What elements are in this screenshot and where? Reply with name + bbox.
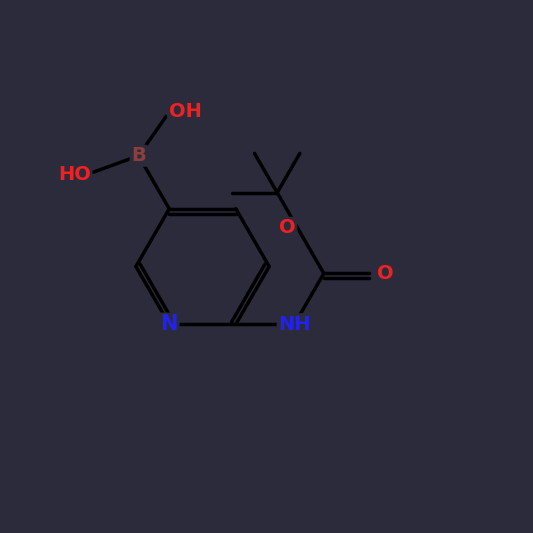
Text: NH: NH (278, 314, 311, 334)
Text: N: N (160, 314, 178, 334)
Text: O: O (377, 264, 394, 283)
Text: B: B (131, 146, 146, 165)
Text: OH: OH (169, 102, 201, 120)
Text: O: O (279, 219, 296, 237)
Text: HO: HO (58, 165, 91, 184)
